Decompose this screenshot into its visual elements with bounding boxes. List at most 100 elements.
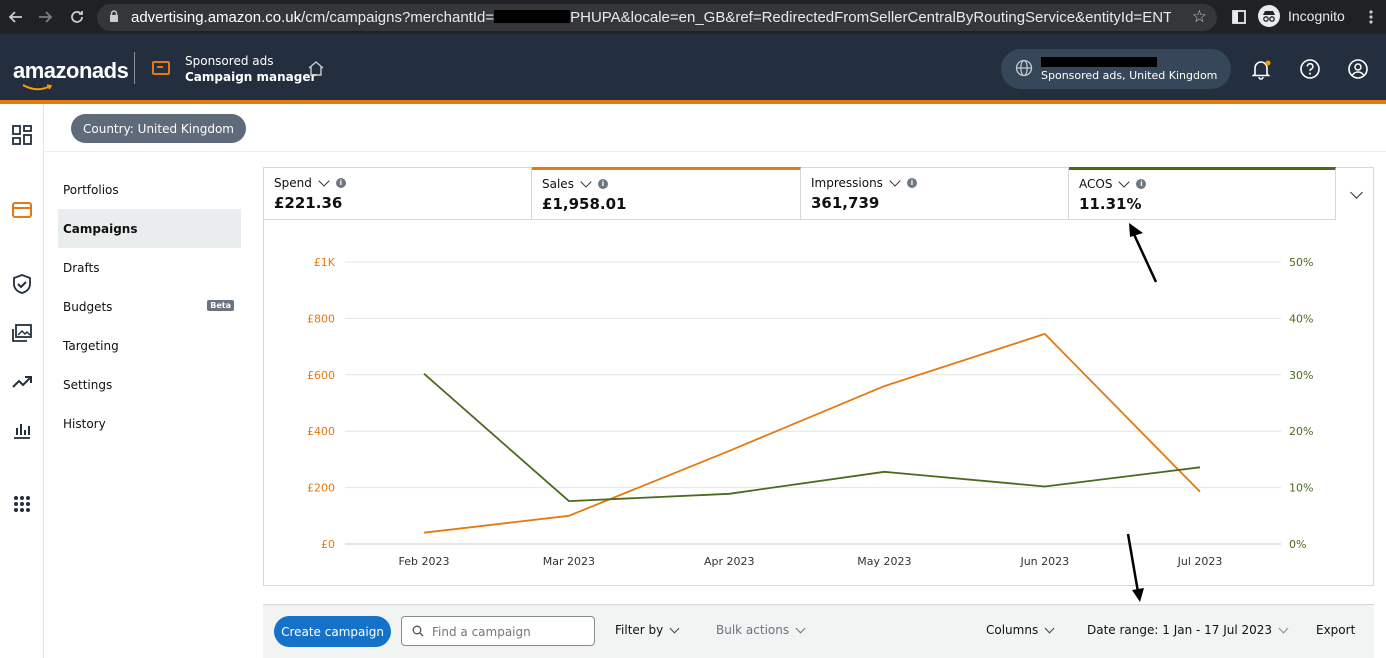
bulk-label: Bulk actions bbox=[716, 623, 790, 637]
y-left-tick-label: £600 bbox=[307, 369, 335, 382]
search-input[interactable] bbox=[432, 623, 590, 641]
country-selector[interactable]: Country: United Kingdom bbox=[71, 114, 246, 143]
subnav-item-history[interactable]: History bbox=[58, 404, 241, 443]
series-line-acos bbox=[423, 373, 1201, 503]
account-name-redacted bbox=[1041, 57, 1157, 67]
brand-safety-shield-icon[interactable] bbox=[11, 273, 33, 295]
left-rail bbox=[0, 104, 44, 658]
product-title: Campaign manager bbox=[185, 70, 317, 84]
forward-icon[interactable] bbox=[34, 6, 56, 28]
y-right-tick-label: 40% bbox=[1289, 312, 1313, 325]
subnav-label: Drafts bbox=[63, 260, 100, 275]
subnav-label: Portfolios bbox=[63, 182, 119, 197]
info-icon[interactable]: i bbox=[335, 178, 346, 188]
reports-bar-chart-icon[interactable] bbox=[11, 419, 33, 441]
metric-label: ACOS bbox=[1079, 177, 1113, 191]
y-right-tick-label: 20% bbox=[1289, 425, 1313, 438]
subnav-item-campaigns[interactable]: Campaigns bbox=[58, 209, 241, 248]
user-profile-icon[interactable] bbox=[1347, 58, 1369, 80]
chevron-down-icon[interactable] bbox=[1118, 176, 1131, 188]
reload-icon[interactable] bbox=[66, 6, 88, 28]
home-icon[interactable] bbox=[307, 59, 325, 77]
metric-card-acos[interactable]: ACOS i 11.31% bbox=[1069, 167, 1336, 220]
chevron-down-icon[interactable] bbox=[580, 176, 592, 188]
incognito-icon bbox=[1258, 5, 1280, 27]
subnav-label: Targeting bbox=[63, 338, 119, 353]
y-right-tick-label: 50% bbox=[1289, 256, 1313, 269]
chevron-down-icon bbox=[1278, 623, 1289, 633]
info-icon[interactable]: i bbox=[1136, 179, 1147, 189]
filter-by-dropdown[interactable]: Filter by bbox=[615, 623, 680, 637]
search-icon bbox=[412, 625, 424, 637]
subnav-item-drafts[interactable]: Drafts bbox=[58, 248, 241, 287]
columns-dropdown[interactable]: Columns bbox=[986, 623, 1055, 637]
y-left-tick-label: £0 bbox=[321, 538, 335, 551]
menu-dots-icon[interactable] bbox=[1360, 6, 1382, 28]
globe-icon bbox=[1015, 59, 1033, 77]
dashboard-icon[interactable] bbox=[11, 124, 33, 146]
metric-card-spend[interactable]: Spend i £221.36 bbox=[264, 168, 532, 220]
date-range-label: Date range: 1 Jan - 17 Jul 2023 bbox=[1087, 623, 1273, 637]
campaign-subnav: Portfolios Campaigns Drafts Budgets Beta … bbox=[58, 170, 241, 443]
y-right-tick-label: 30% bbox=[1289, 369, 1313, 382]
export-label: Export bbox=[1316, 623, 1356, 637]
measurement-trend-icon[interactable] bbox=[11, 370, 33, 392]
metric-value: £1,958.01 bbox=[542, 195, 627, 213]
incognito-indicator[interactable]: Incognito bbox=[1258, 5, 1345, 27]
metric-label: Impressions bbox=[811, 176, 883, 190]
x-tick-label: May 2023 bbox=[857, 555, 911, 568]
sidebar-icon[interactable] bbox=[1228, 6, 1250, 28]
subnav-item-targeting[interactable]: Targeting bbox=[58, 326, 241, 365]
creative-assets-icon[interactable] bbox=[11, 322, 33, 344]
campaigns-icon[interactable] bbox=[11, 199, 33, 221]
campaign-manager-icon bbox=[152, 61, 170, 75]
info-icon[interactable]: i bbox=[906, 178, 917, 188]
x-tick-label: Jul 2023 bbox=[1177, 555, 1223, 568]
expand-chevron-icon[interactable] bbox=[1350, 186, 1363, 199]
filter-label: Filter by bbox=[615, 623, 664, 637]
bulk-actions-dropdown[interactable]: Bulk actions bbox=[716, 623, 806, 637]
back-icon[interactable] bbox=[5, 6, 27, 28]
chevron-down-icon[interactable] bbox=[889, 175, 901, 187]
metric-value: £221.36 bbox=[274, 194, 343, 212]
x-tick-label: Mar 2023 bbox=[543, 555, 595, 568]
y-left-tick-label: £400 bbox=[307, 425, 335, 438]
url-text: advertising.amazon.co.uk/cm/campaigns?me… bbox=[131, 9, 1171, 26]
logo-smile-icon bbox=[22, 84, 52, 91]
subnav-item-budgets[interactable]: Budgets Beta bbox=[58, 287, 241, 326]
metric-card-sales[interactable]: Sales i £1,958.01 bbox=[532, 167, 801, 220]
x-tick-label: Apr 2023 bbox=[704, 555, 755, 568]
chevron-down-icon bbox=[669, 623, 680, 633]
amazon-ads-logo[interactable]: amazonads bbox=[13, 58, 129, 83]
metric-label: Sales bbox=[542, 177, 574, 191]
y-left-tick-label: £800 bbox=[307, 312, 335, 325]
info-icon[interactable]: i bbox=[597, 179, 608, 189]
campaigns-toolbar: Create campaign Filter by Bulk actions C… bbox=[263, 604, 1374, 658]
export-button[interactable]: Export bbox=[1316, 623, 1355, 637]
y-left-tick-label: £200 bbox=[307, 482, 335, 495]
header-accent-line bbox=[0, 100, 1386, 104]
find-campaign-search[interactable] bbox=[401, 616, 595, 646]
subnav-item-portfolios[interactable]: Portfolios bbox=[58, 170, 241, 209]
app-header: amazonads Sponsored ads Campaign manager… bbox=[0, 34, 1386, 102]
chevron-down-icon[interactable] bbox=[318, 175, 330, 187]
star-icon[interactable]: ☆ bbox=[1191, 7, 1207, 27]
series-line-sales bbox=[423, 333, 1201, 534]
help-icon[interactable] bbox=[1299, 58, 1321, 80]
create-campaign-button[interactable]: Create campaign bbox=[274, 616, 391, 647]
metric-card-impressions[interactable]: Impressions i 361,739 bbox=[801, 168, 1069, 220]
notifications-bell-icon[interactable] bbox=[1250, 58, 1272, 80]
apps-grid-icon[interactable] bbox=[11, 493, 33, 515]
annotation-arrow-date-range bbox=[1126, 533, 1144, 602]
address-bar[interactable]: advertising.amazon.co.uk/cm/campaigns?me… bbox=[97, 4, 1217, 31]
beta-badge: Beta bbox=[207, 300, 234, 311]
lock-icon bbox=[110, 10, 118, 22]
date-range-dropdown[interactable]: Date range: 1 Jan - 17 Jul 2023 bbox=[1087, 623, 1289, 637]
browser-toolbar: advertising.amazon.co.uk/cm/campaigns?me… bbox=[0, 0, 1386, 34]
columns-label: Columns bbox=[986, 623, 1039, 637]
account-switcher[interactable]: Sponsored ads, United Kingdom bbox=[1001, 49, 1231, 89]
subnav-label: Campaigns bbox=[63, 221, 138, 236]
subnav-item-settings[interactable]: Settings bbox=[58, 365, 241, 404]
chevron-down-icon bbox=[1044, 623, 1055, 633]
top-divider bbox=[44, 151, 1386, 152]
